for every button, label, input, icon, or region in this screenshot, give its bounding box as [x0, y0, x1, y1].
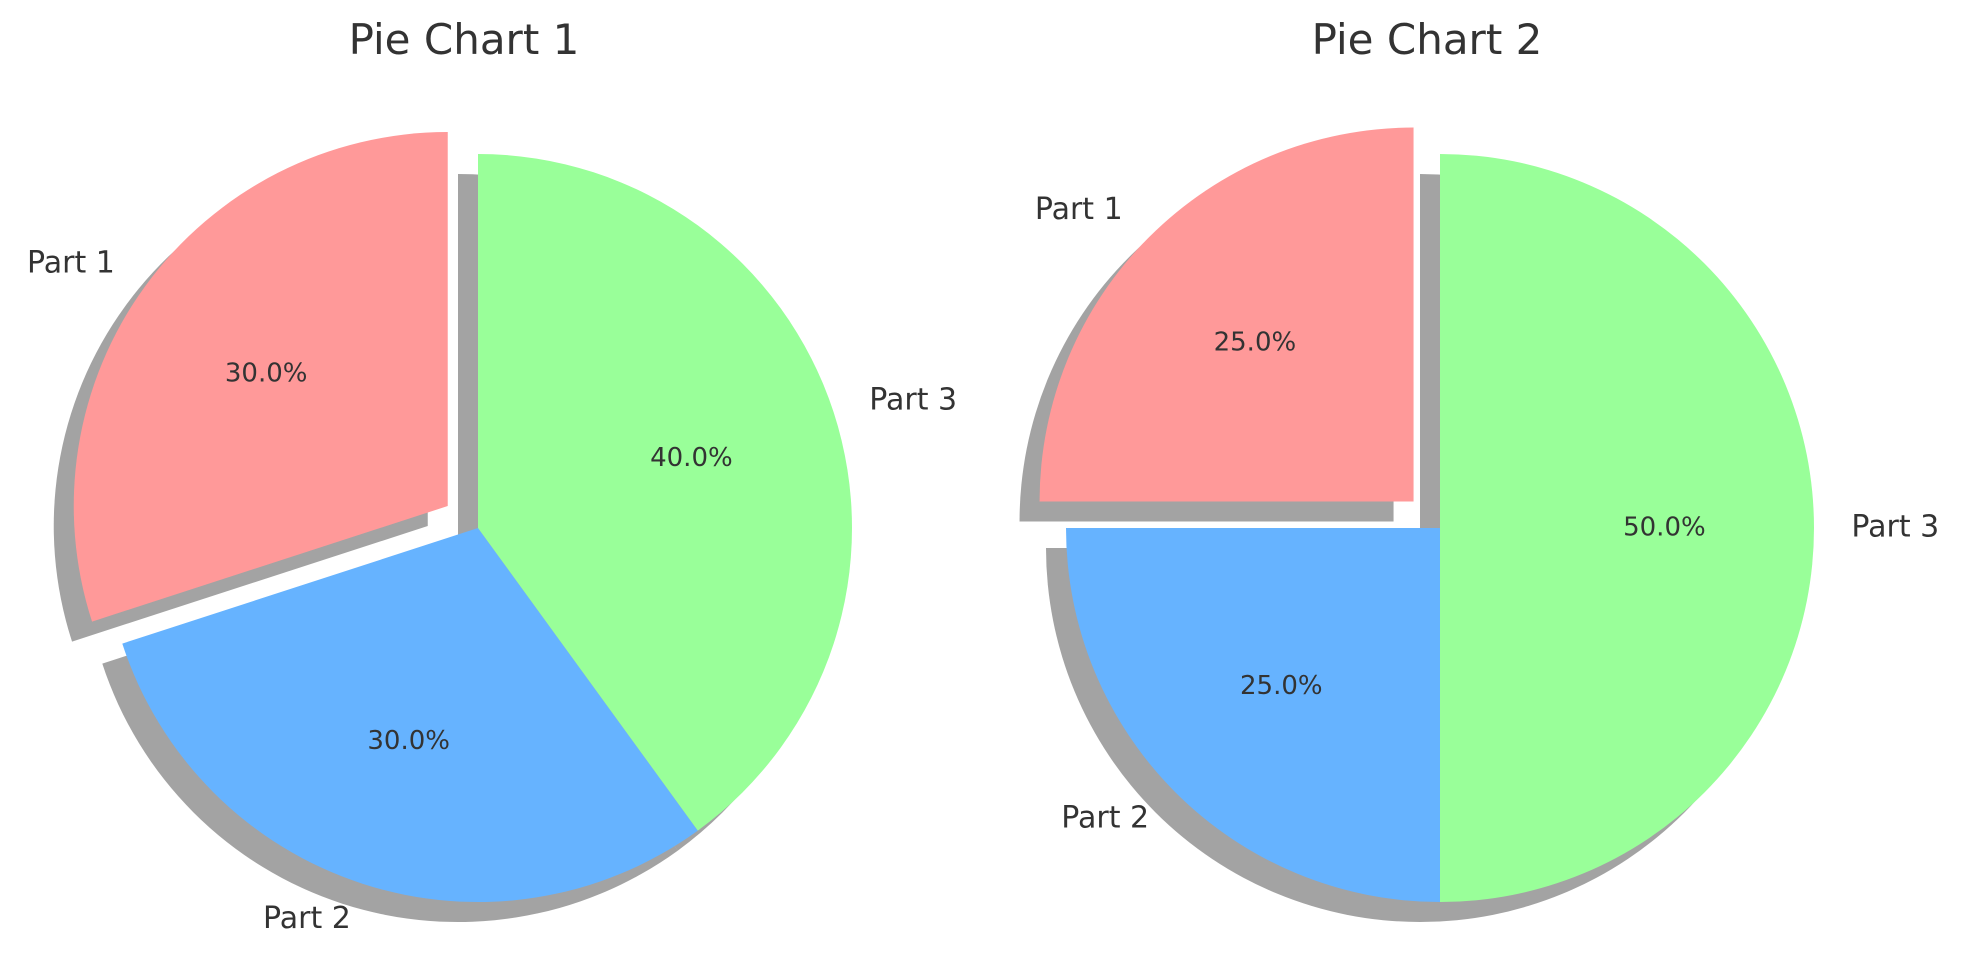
slice-label-part-1: Part 1 — [27, 246, 115, 281]
percent-label-part-3: 40.0% — [650, 443, 733, 473]
slice-part-3 — [478, 154, 852, 831]
slice-part-3 — [1440, 154, 1814, 902]
slice-label-part-3: Part 3 — [869, 382, 957, 417]
percent-label-part-2: 25.0% — [1240, 671, 1323, 701]
slice-part-1 — [73, 132, 448, 622]
percent-label-part-1: 30.0% — [225, 359, 308, 389]
slice-part-1 — [1039, 127, 1414, 502]
percent-label-part-3: 50.0% — [1623, 513, 1706, 543]
pie-chart-2: Pie Chart 2 25.0% 25.0% 50.0% Part 1 Part 2… — [1019, 15, 1939, 922]
chart-title: Pie Chart 2 — [1312, 15, 1543, 64]
percent-label-part-2: 30.0% — [367, 726, 450, 756]
slice-part-2 — [122, 528, 698, 902]
slice-label-part-3: Part 3 — [1851, 510, 1939, 545]
slice-part-2 — [1066, 528, 1440, 902]
percent-label-part-1: 25.0% — [1214, 327, 1297, 357]
chart-title: Pie Chart 1 — [349, 15, 580, 64]
pie-chart-1: Pie Chart 1 30.0% 30.0% 40.0% Part 1 Part 2… — [27, 15, 957, 936]
slice-label-part-2: Part 2 — [263, 901, 351, 936]
slice-label-part-1: Part 1 — [1035, 192, 1123, 227]
slice-label-part-2: Part 2 — [1061, 800, 1149, 835]
